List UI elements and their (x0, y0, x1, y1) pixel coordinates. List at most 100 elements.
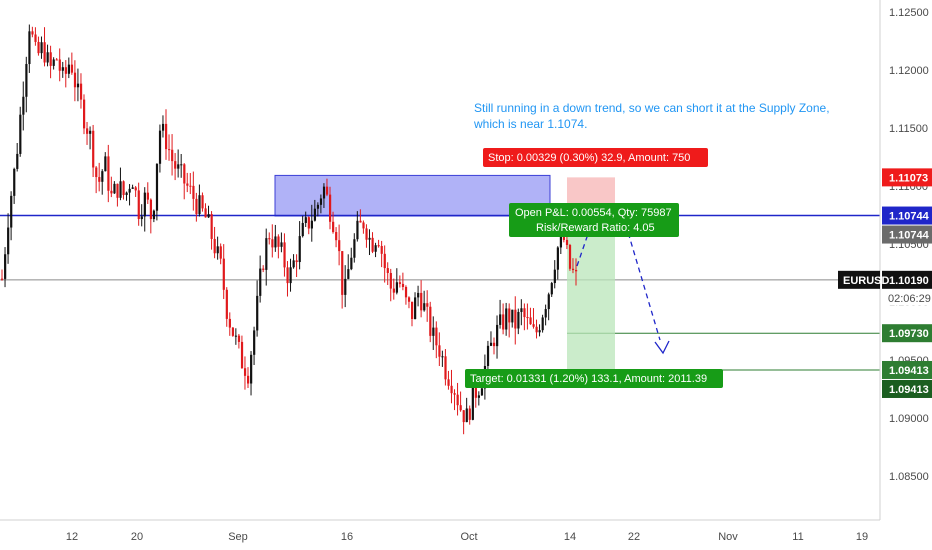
reward-zone[interactable] (567, 215, 615, 370)
candle-body (301, 222, 304, 237)
candle-body (550, 283, 553, 295)
candle-body (417, 292, 420, 298)
candle-body (143, 192, 146, 217)
candle-body (83, 99, 86, 129)
candle-body (356, 220, 359, 240)
candle-body (502, 314, 505, 330)
pnl-label[interactable]: Open P&L: 0.00554, Qty: 75987 Risk/Rewar… (509, 203, 679, 237)
candle-body (265, 238, 268, 270)
price-axis[interactable]: 1.125001.120001.115001.110001.105001.100… (879, 0, 932, 520)
target-label-text: Target: 0.01331 (1.20%) 133.1, Amount: 2… (470, 373, 707, 385)
svg-text:02:06:29: 02:06:29 (888, 293, 931, 305)
candle-body (395, 282, 399, 293)
entry-alt-price-badge: 1.10744 (882, 225, 932, 244)
forecast-arrow-path[interactable] (576, 204, 661, 341)
candle-body (511, 309, 514, 323)
candle-body (414, 297, 417, 319)
x-tick-label: 20 (131, 531, 143, 543)
svg-text:1.11073: 1.11073 (889, 172, 928, 184)
forecast-arrowhead-icon (654, 340, 670, 355)
candle-body (407, 297, 411, 302)
candle-body (174, 161, 177, 169)
candle-body (450, 385, 453, 394)
candle-body (92, 130, 95, 168)
candle-body (499, 314, 502, 325)
candle-body (547, 294, 550, 310)
x-tick-label: Nov (718, 531, 738, 543)
candle-body (183, 164, 186, 184)
candle-body (319, 198, 323, 205)
candle-body (168, 149, 171, 151)
candle-body (7, 227, 10, 255)
candle-body (325, 186, 329, 195)
symbol-label: EURUSD (838, 270, 890, 289)
candle-body (55, 59, 58, 61)
candle-body (426, 303, 429, 307)
candle-body (304, 217, 307, 223)
candle-body (186, 183, 189, 186)
x-tick-label: 19 (856, 531, 868, 543)
time-axis[interactable]: 12 20 Sep 16 Oct 14 22 Nov 11 19 (0, 519, 932, 550)
candle-body (231, 327, 235, 336)
candle-body (456, 394, 459, 406)
svg-text:1.10190: 1.10190 (889, 275, 929, 287)
candle-body (322, 186, 326, 199)
candle-body (262, 268, 265, 270)
candle-body (76, 83, 80, 88)
target-label[interactable]: Target: 0.01331 (1.20%) 133.1, Amount: 2… (465, 369, 723, 388)
candle-body (228, 318, 231, 328)
candle-body (140, 216, 143, 220)
candle-body (73, 72, 77, 88)
candle-body (520, 308, 523, 312)
candle-body (4, 254, 7, 279)
candle-body (128, 188, 131, 193)
candle-body (13, 168, 16, 196)
candle-body (119, 181, 122, 198)
candle-body (198, 195, 201, 215)
candle-body (204, 208, 207, 218)
x-tick-label: 16 (341, 531, 353, 543)
take-profit-price-badge: 1.09730 (882, 324, 932, 343)
countdown-badge: 02:06:29 (882, 289, 932, 306)
chart-annotation[interactable]: Still running in a down trend, so we can… (474, 101, 830, 131)
candle-body (10, 195, 13, 228)
candle-body (152, 210, 156, 220)
candle-body (177, 164, 180, 169)
candle-body (210, 214, 213, 239)
candle-body (496, 324, 499, 347)
candle-body (250, 354, 253, 384)
candle-body (125, 192, 128, 196)
candle-body (389, 272, 392, 289)
candle-body (310, 220, 313, 229)
stop-label[interactable]: Stop: 0.00329 (0.30%) 32.9, Amount: 750 (483, 148, 708, 167)
candle-body (146, 192, 149, 200)
candle-body (195, 198, 198, 215)
candle-body (158, 130, 162, 164)
candle-body (268, 238, 271, 240)
candle-body (411, 301, 414, 319)
candle-body (575, 270, 578, 272)
svg-text:1.10744: 1.10744 (889, 211, 930, 223)
candle-body (344, 278, 347, 295)
candle-body (335, 232, 338, 241)
candle-body (480, 388, 484, 396)
candle-body (398, 282, 402, 284)
candle-body (307, 217, 310, 229)
candle-body (58, 59, 61, 71)
candle-body (338, 240, 341, 252)
y-tick-label: 1.11500 (889, 123, 928, 135)
candle-body (225, 289, 228, 319)
svg-text:EURUSD: EURUSD (843, 275, 890, 287)
supply-zone-box[interactable] (274, 174, 551, 217)
candle-body (371, 237, 374, 252)
x-tick-label: 14 (564, 531, 576, 543)
candle-body (155, 163, 159, 211)
candle-body (477, 395, 481, 398)
candle-body (219, 246, 222, 259)
candle-body (432, 327, 435, 336)
candle-body (107, 156, 110, 191)
stop-price-badge: 1.11073 (882, 168, 932, 187)
candle-body (216, 246, 219, 254)
candle-body (404, 286, 408, 298)
